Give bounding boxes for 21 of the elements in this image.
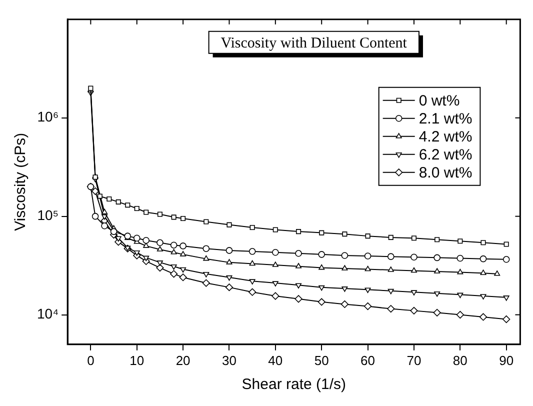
y-tick-label: 10⁴ [36, 306, 59, 322]
legend-label: 8.0 wt% [418, 164, 472, 182]
x-tick-label: 0 [87, 352, 94, 368]
x-tick-label: 90 [499, 352, 514, 368]
x-tick-label: 80 [452, 352, 468, 368]
x-tick-label: 10 [130, 352, 144, 368]
legend-label: 6.2 wt% [418, 146, 472, 164]
x-tick-label: 40 [268, 352, 283, 368]
y-tick-label: 10⁶ [37, 108, 59, 125]
x-tick-label: 70 [406, 352, 422, 368]
legend-label: 4.2 wt% [418, 128, 472, 146]
x-axis-title: Shear rate (1/s) [242, 376, 346, 394]
x-tick-label: 20 [176, 352, 190, 368]
legend-label: 0 wt% [418, 92, 460, 110]
x-tick-label: 50 [314, 352, 329, 368]
x-tick-label: 60 [360, 352, 376, 368]
legend-label: 2.1 wt% [418, 110, 472, 128]
y-axis-title: Viscosity (cPs) [12, 132, 30, 231]
text: Viscosity with Diluent Content [220, 35, 408, 52]
x-tick-label: 30 [222, 352, 236, 368]
y-tick-label: 10⁵ [37, 207, 59, 224]
